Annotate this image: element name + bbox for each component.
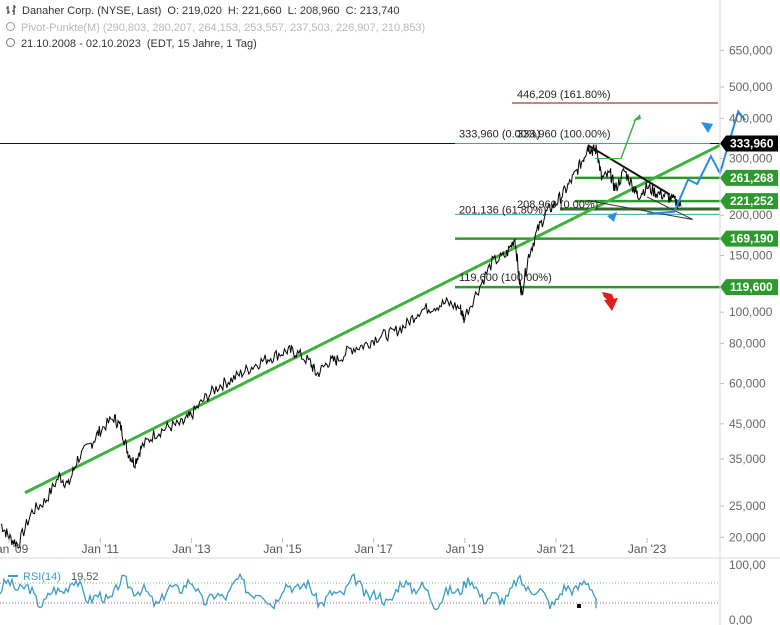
- price-level-box: 169,190: [720, 230, 778, 247]
- triangle-lower: [587, 200, 693, 220]
- price-level-box: 333,960: [720, 135, 778, 152]
- calendar-icon: [6, 38, 15, 47]
- price-level-box-bg: [720, 230, 778, 247]
- y-tick-label: 200,000: [729, 208, 773, 222]
- price-level-box: 221,252: [720, 193, 778, 210]
- title-row: Danaher Corp. (NYSE, Last) O: 219,020 H: 2…: [6, 5, 405, 17]
- x-tick-label: Jan '21: [537, 542, 576, 556]
- price-level-box: 261,268: [720, 169, 778, 186]
- target-arrowhead: [633, 114, 641, 122]
- price-level-box-bg: [720, 135, 778, 152]
- fib-annotation: 333,960 (100.00%): [517, 129, 611, 141]
- low-value: L: 208,960: [287, 5, 340, 17]
- fib-annotation: 201,136 (61.80%): [459, 204, 546, 216]
- y-tick-label: 500,000: [729, 80, 773, 94]
- high-value: H: 221,660: [227, 5, 282, 17]
- target-arrow-shaft: [620, 118, 637, 159]
- fib-annotation: 208,960 (0.00%): [517, 199, 598, 211]
- fib-annotation: 446,209 (161.80%): [517, 89, 611, 101]
- x-tick-label: Jan '23: [628, 542, 667, 556]
- price-level-label: 169,190: [730, 232, 774, 246]
- rsi-tick-label: 100,00: [729, 558, 766, 572]
- fib-annotation: 119,600 (100.00%): [459, 272, 552, 284]
- y-tick-label: 100,000: [729, 305, 773, 319]
- triangle-right: [646, 196, 693, 220]
- pivot-label: Pivot-Punkte(M): [21, 22, 100, 34]
- x-tick-label: Jan '11: [82, 542, 120, 556]
- price-line: [0, 144, 682, 550]
- date-range: 21.10.2008 - 02.10.2023: [21, 38, 141, 50]
- x-tick-label: Jan '13: [172, 542, 211, 556]
- x-tick-label: Jan '15: [263, 542, 302, 556]
- projection-arrowhead-down: [607, 212, 617, 222]
- price-level-box-bg: [720, 169, 778, 186]
- circle-icon: [6, 22, 15, 31]
- rsi-line: [0, 572, 597, 611]
- red-arrowhead: [604, 298, 618, 311]
- rsi-value: 19,52: [71, 571, 99, 583]
- price-level-label: 221,252: [730, 194, 774, 208]
- price-level-label: 261,268: [730, 171, 774, 185]
- y-tick-label: 45,000: [729, 417, 766, 431]
- y-tick-label: 300,000: [729, 152, 773, 166]
- price-level-label: 119,600: [730, 280, 773, 294]
- plot-area: [0, 0, 720, 558]
- price-level-box: 119,600: [720, 279, 778, 296]
- price-level-box-bg: [720, 193, 778, 210]
- y-tick-label: 150,000: [729, 248, 773, 262]
- ohlc-bars-icon: [6, 5, 16, 15]
- close-value: C: 213,740: [345, 5, 400, 17]
- instrument-title[interactable]: Danaher Corp. (NYSE, Last): [22, 5, 162, 17]
- x-tick-label: Jan '17: [355, 542, 394, 556]
- y-tick-label: 80,000: [729, 336, 766, 350]
- rsi-tick-label: 0,00: [729, 613, 753, 625]
- y-tick-label: 35,000: [729, 452, 766, 466]
- pivot-values: (290,803, 280,207, 264,153, 253,557, 237…: [102, 22, 426, 34]
- fib-annotation: 333,960 (0.00%): [459, 129, 540, 141]
- y-tick-label: 25,000: [729, 499, 766, 513]
- price-level-box-bg: [720, 279, 778, 296]
- triangle-upper: [587, 144, 671, 196]
- range-info: (EDT, 15 Jahre, 1 Tag): [146, 38, 257, 50]
- price-level-label: 333,960: [730, 137, 774, 151]
- y-tick-label: 60,000: [729, 377, 766, 391]
- x-tick-label: Jan '09: [0, 542, 29, 556]
- y-tick-label: 400,000: [729, 111, 773, 125]
- chart-header: Danaher Corp. (NYSE, Last) O: 219,020 H: 2…: [0, 0, 720, 55]
- x-tick-label: Jan '19: [446, 542, 485, 556]
- open-value: O: 219,020: [167, 5, 222, 17]
- pivot-row[interactable]: Pivot-Punkte(M) (290,803, 280,207, 264,15…: [6, 22, 431, 34]
- rsi-label: RSI(14): [23, 571, 61, 583]
- rsi-marker: [577, 604, 581, 608]
- y-tick-label: 650,000: [729, 43, 773, 57]
- projection-path: [647, 109, 746, 215]
- y-tick-label: 20,000: [729, 530, 766, 544]
- range-row: 21.10.2008 - 02.10.2023 (EDT, 15 Jahre, 1…: [6, 38, 263, 50]
- projection-arrowhead: [701, 122, 713, 133]
